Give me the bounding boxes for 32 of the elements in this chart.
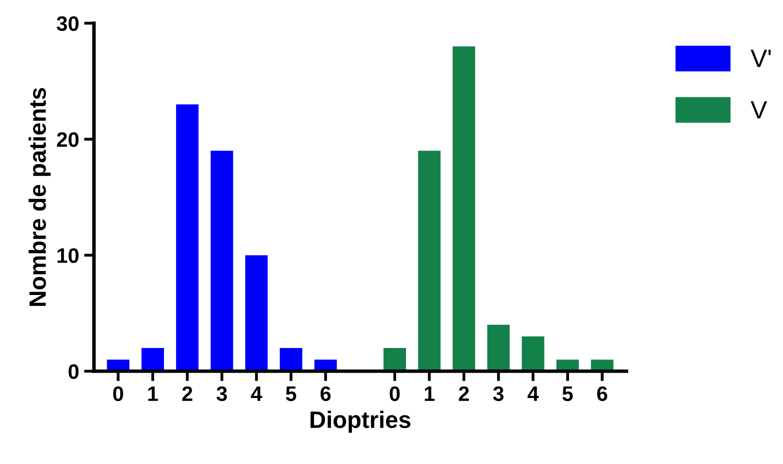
x-tick-label: 0 bbox=[113, 386, 124, 402]
x-tick-label: 2 bbox=[458, 386, 469, 401]
x-tick-label: 0 bbox=[390, 386, 400, 402]
bar bbox=[210, 150, 234, 372]
x-tick-label: 5 bbox=[286, 386, 296, 402]
y-tick-label: 30 bbox=[56, 16, 79, 31]
bar bbox=[384, 348, 406, 372]
y-tick-label: 0 bbox=[68, 364, 79, 379]
x-axis-title: Dioptries bbox=[310, 410, 410, 433]
bar bbox=[452, 46, 476, 372]
legend-label: V bbox=[750, 101, 768, 118]
bar bbox=[176, 104, 199, 372]
bar bbox=[280, 348, 302, 372]
y-axis-title: Nombre de patients bbox=[28, 88, 51, 306]
y-tick-label: 10 bbox=[58, 248, 79, 263]
x-tick-label: 5 bbox=[562, 386, 573, 402]
bar bbox=[142, 348, 164, 372]
legend-label: V' bbox=[750, 50, 771, 67]
x-tick-label: 1 bbox=[148, 386, 158, 401]
x-tick-label: 6 bbox=[320, 386, 331, 402]
x-tick-label: 3 bbox=[216, 386, 227, 402]
x-tick-label: 6 bbox=[597, 386, 608, 402]
bar bbox=[487, 324, 510, 372]
x-tick-label: 4 bbox=[528, 386, 539, 401]
y-tick-label: 20 bbox=[56, 132, 79, 147]
x-tick-label: 2 bbox=[182, 386, 192, 401]
bar bbox=[522, 336, 544, 372]
bar bbox=[245, 255, 268, 372]
x-tick-label: 4 bbox=[250, 386, 262, 401]
bar bbox=[418, 150, 441, 372]
x-tick-label: 1 bbox=[424, 386, 435, 401]
x-tick-label: 3 bbox=[493, 386, 504, 402]
